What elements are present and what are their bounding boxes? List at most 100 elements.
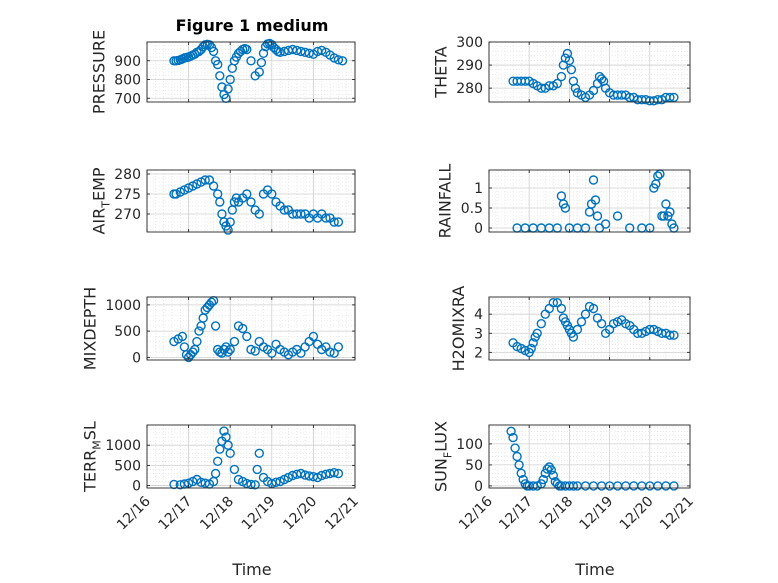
plot-area bbox=[147, 425, 355, 488]
data-point bbox=[206, 297, 217, 307]
data-point bbox=[246, 344, 256, 355]
data-point bbox=[296, 468, 306, 479]
data-point bbox=[546, 465, 556, 475]
data-point bbox=[516, 468, 526, 478]
y-tick-label: 100 bbox=[456, 437, 483, 453]
data-point bbox=[204, 40, 215, 50]
x-tick-label: 12/17 bbox=[496, 494, 536, 534]
y-tick-label: 0.5 bbox=[461, 201, 483, 217]
y-tick-label: 1000 bbox=[105, 438, 141, 454]
data-point bbox=[242, 331, 252, 342]
data-point bbox=[512, 451, 522, 462]
x-tick-label: 12/18 bbox=[197, 494, 237, 534]
data-point bbox=[267, 189, 277, 199]
data-point bbox=[252, 464, 262, 475]
x-axis-label-left: Time bbox=[231, 560, 271, 579]
x-tick-label: 12/16 bbox=[114, 493, 154, 533]
y-tick-label: 0 bbox=[132, 479, 141, 495]
data-point bbox=[258, 48, 269, 58]
data-point bbox=[506, 426, 516, 436]
data-point bbox=[210, 468, 221, 479]
y-axis-label: RAINFALL bbox=[436, 164, 455, 239]
y-tick-label: 500 bbox=[114, 324, 141, 340]
data-point bbox=[250, 480, 260, 490]
data-point bbox=[600, 219, 611, 229]
data-point bbox=[321, 213, 331, 223]
data-point bbox=[329, 348, 339, 358]
data-point bbox=[188, 347, 198, 357]
data-point bbox=[215, 71, 225, 81]
y-tick-label: 500 bbox=[114, 458, 141, 474]
y-tick-label: 280 bbox=[114, 167, 141, 183]
data-point bbox=[329, 217, 339, 227]
data-point bbox=[333, 217, 344, 227]
data-point bbox=[576, 317, 587, 327]
y-tick-label: 270 bbox=[114, 207, 141, 223]
data-point bbox=[542, 464, 552, 474]
data-point bbox=[510, 443, 520, 453]
y-axis-label: TERRMSL bbox=[80, 421, 103, 493]
data-point bbox=[242, 189, 252, 199]
data-point bbox=[596, 74, 607, 84]
data-point bbox=[254, 209, 264, 219]
panel-terr_msl: 12/16 12/17 12/18 12/19 12/20 12/21 0 500 1000TE… bbox=[80, 421, 361, 533]
data-point bbox=[596, 319, 607, 329]
x-tick-label: 12/19 bbox=[239, 494, 279, 534]
y-tick-label: 0 bbox=[132, 350, 141, 366]
data-point bbox=[225, 448, 235, 458]
data-point bbox=[669, 481, 679, 491]
data-point bbox=[669, 92, 679, 103]
data-point bbox=[200, 478, 210, 488]
axes-box bbox=[488, 424, 691, 489]
data-point bbox=[564, 55, 575, 66]
data-point bbox=[219, 426, 229, 436]
data-point bbox=[246, 56, 256, 66]
y-axis-label: MIXDEPTH bbox=[80, 287, 99, 370]
data-point bbox=[194, 326, 204, 336]
y-tick-label: 3 bbox=[474, 326, 483, 342]
data-point bbox=[325, 347, 335, 357]
data-point bbox=[229, 464, 240, 475]
data-point bbox=[177, 331, 188, 342]
y-tick-label: 800 bbox=[114, 73, 141, 89]
x-tick-label: 12/21 bbox=[322, 494, 362, 534]
data-point bbox=[296, 348, 306, 358]
data-point bbox=[526, 343, 536, 354]
panel-pressure: 700 800 900 PRESSURE bbox=[89, 30, 356, 114]
data-point bbox=[225, 344, 235, 355]
axes-box bbox=[488, 41, 691, 103]
y-axis-label: THETA bbox=[431, 46, 450, 98]
plot-area bbox=[147, 42, 355, 102]
data-point bbox=[229, 336, 240, 347]
data-point bbox=[514, 460, 524, 470]
x-tick-label: 12/20 bbox=[617, 494, 657, 534]
data-point bbox=[210, 321, 221, 331]
data-point bbox=[300, 47, 310, 57]
data-point bbox=[254, 67, 264, 77]
data-point bbox=[246, 197, 256, 207]
data-point bbox=[192, 336, 202, 347]
y-tick-label: 700 bbox=[114, 91, 141, 107]
data-point bbox=[329, 468, 339, 478]
data-point bbox=[279, 205, 289, 215]
y-tick-label: 1 bbox=[474, 181, 483, 197]
x-tick-label: 12/20 bbox=[280, 494, 320, 534]
data-point bbox=[296, 46, 306, 57]
y-tick-label: 290 bbox=[456, 58, 483, 74]
data-point bbox=[250, 346, 260, 356]
y-axis-label: H2OMIXRA bbox=[449, 286, 468, 372]
data-point bbox=[508, 432, 518, 443]
data-point bbox=[528, 338, 538, 348]
data-point bbox=[333, 468, 344, 479]
data-point bbox=[538, 474, 548, 485]
data-point bbox=[560, 203, 571, 213]
data-point bbox=[254, 448, 264, 458]
data-point bbox=[287, 44, 298, 55]
y-tick-label: 50 bbox=[465, 458, 483, 474]
figure-title: Figure 1 medium bbox=[176, 16, 329, 35]
data-point bbox=[296, 209, 306, 219]
data-point bbox=[256, 57, 267, 68]
